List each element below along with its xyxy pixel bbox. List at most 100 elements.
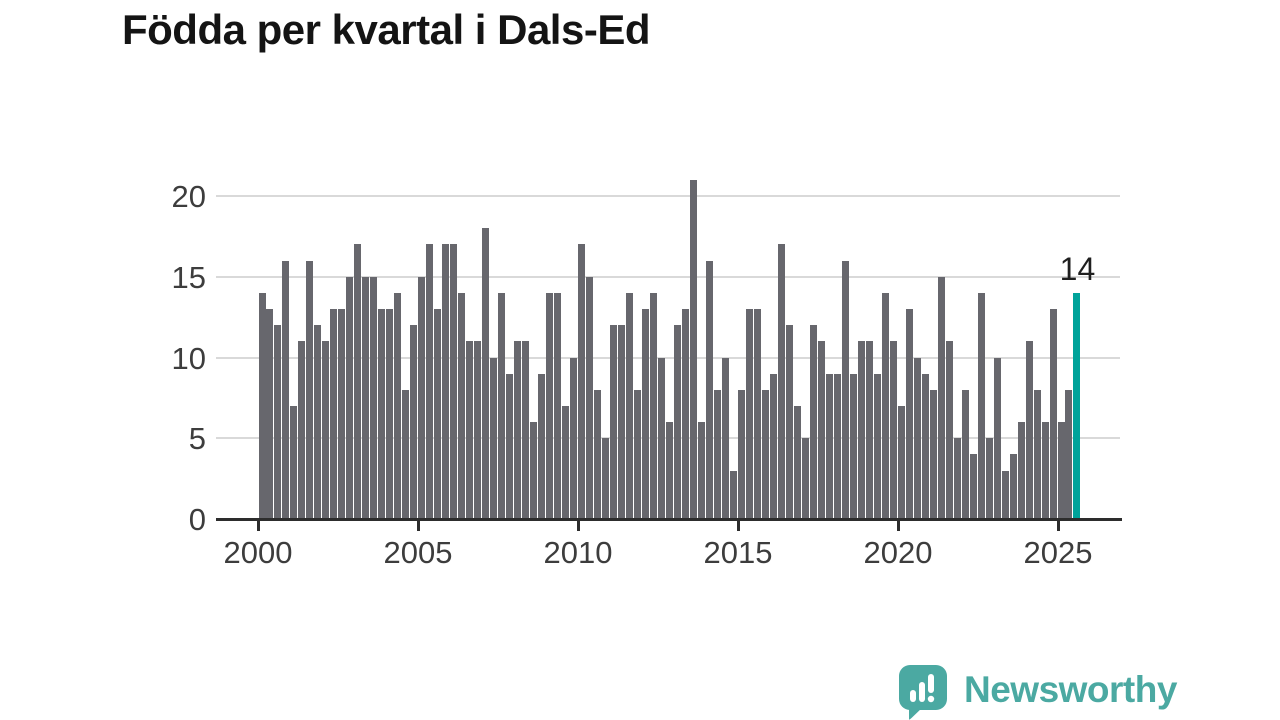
x-axis-tick-label: 2000 bbox=[223, 535, 293, 570]
bar bbox=[578, 244, 586, 519]
bar bbox=[969, 454, 977, 519]
bar bbox=[857, 341, 865, 519]
bar-highlighted bbox=[1073, 292, 1081, 519]
bar bbox=[849, 373, 857, 519]
bar bbox=[602, 438, 610, 519]
bar bbox=[961, 389, 969, 519]
bar bbox=[402, 389, 410, 519]
bar bbox=[562, 405, 570, 519]
bar bbox=[290, 405, 298, 519]
bar bbox=[394, 292, 402, 519]
bar bbox=[753, 309, 761, 519]
gridline-15 bbox=[216, 275, 1120, 278]
bar bbox=[1057, 422, 1065, 519]
bar bbox=[673, 325, 681, 519]
bar bbox=[370, 276, 378, 519]
x-axis-tick-label: 2005 bbox=[383, 535, 453, 570]
newsworthy-icon bbox=[899, 665, 947, 720]
bar bbox=[737, 389, 745, 519]
bar bbox=[386, 309, 394, 519]
bar bbox=[506, 373, 514, 519]
bar bbox=[458, 292, 466, 519]
bar bbox=[338, 309, 346, 519]
bar bbox=[689, 179, 697, 519]
bar bbox=[1041, 422, 1049, 519]
bar bbox=[817, 341, 825, 519]
bar bbox=[841, 260, 849, 519]
bar bbox=[1001, 470, 1009, 519]
bar bbox=[745, 309, 753, 519]
bar bbox=[929, 389, 937, 519]
bar bbox=[945, 341, 953, 519]
bar bbox=[362, 276, 370, 519]
bar bbox=[921, 373, 929, 519]
bar bbox=[634, 389, 642, 519]
x-axis-tick bbox=[737, 521, 740, 531]
bar bbox=[514, 341, 522, 519]
bar bbox=[785, 325, 793, 519]
y-axis-tick-label: 20 bbox=[171, 179, 206, 214]
bar bbox=[665, 422, 673, 519]
bar bbox=[618, 325, 626, 519]
x-axis-tick bbox=[257, 521, 260, 531]
y-axis-tick-label: 5 bbox=[188, 421, 206, 457]
x-axis-tick-label: 2025 bbox=[1023, 535, 1093, 570]
bar bbox=[594, 389, 602, 519]
bar bbox=[1065, 389, 1073, 519]
page-title: Födda per kvartal i Dals-Ed bbox=[122, 6, 651, 53]
gridline-10 bbox=[216, 356, 1120, 359]
bar bbox=[530, 422, 538, 519]
bar bbox=[474, 341, 482, 519]
bar bbox=[937, 276, 945, 519]
bar bbox=[274, 325, 282, 519]
bar bbox=[626, 292, 634, 519]
bar bbox=[881, 292, 889, 519]
bar bbox=[897, 405, 905, 519]
bar bbox=[809, 325, 817, 519]
bar bbox=[953, 438, 961, 519]
y-axis-tick-label: 0 bbox=[188, 502, 206, 537]
bar bbox=[538, 373, 546, 519]
bar bbox=[410, 325, 418, 519]
bar bbox=[306, 260, 314, 519]
bar bbox=[418, 276, 426, 519]
bar bbox=[721, 357, 729, 519]
bar bbox=[586, 276, 594, 519]
bar bbox=[442, 244, 450, 519]
bar bbox=[266, 309, 274, 519]
bar bbox=[322, 341, 330, 519]
x-axis-tick bbox=[577, 521, 580, 531]
bar bbox=[498, 292, 506, 519]
x-axis-tick bbox=[1057, 521, 1060, 531]
bar bbox=[354, 244, 362, 519]
bar bbox=[258, 292, 266, 519]
bar bbox=[1049, 309, 1057, 519]
bar bbox=[466, 341, 474, 519]
bar bbox=[650, 292, 657, 519]
x-axis-tick-label: 2015 bbox=[703, 535, 773, 570]
bar bbox=[1009, 454, 1017, 519]
bar bbox=[777, 244, 785, 519]
bar bbox=[282, 260, 290, 519]
bar bbox=[793, 405, 801, 519]
bar bbox=[298, 341, 306, 519]
bar bbox=[554, 292, 562, 519]
bar bbox=[801, 438, 809, 519]
x-axis-tick-label: 2010 bbox=[543, 535, 613, 570]
bar bbox=[993, 357, 1001, 519]
bar bbox=[378, 309, 386, 519]
bar bbox=[1025, 341, 1033, 519]
bar bbox=[426, 244, 434, 519]
x-axis-tick-label: 2020 bbox=[863, 535, 933, 570]
y-axis-tick-label: 10 bbox=[171, 340, 206, 376]
brand-name: Newsworthy bbox=[964, 668, 1177, 710]
bar bbox=[833, 373, 841, 519]
bar bbox=[314, 325, 322, 519]
bar bbox=[642, 309, 650, 519]
bar bbox=[546, 292, 554, 519]
x-axis-line bbox=[216, 518, 1122, 521]
bar bbox=[985, 438, 993, 519]
bar bbox=[705, 260, 713, 519]
brand-logo: Newsworthy bbox=[898, 664, 1177, 720]
